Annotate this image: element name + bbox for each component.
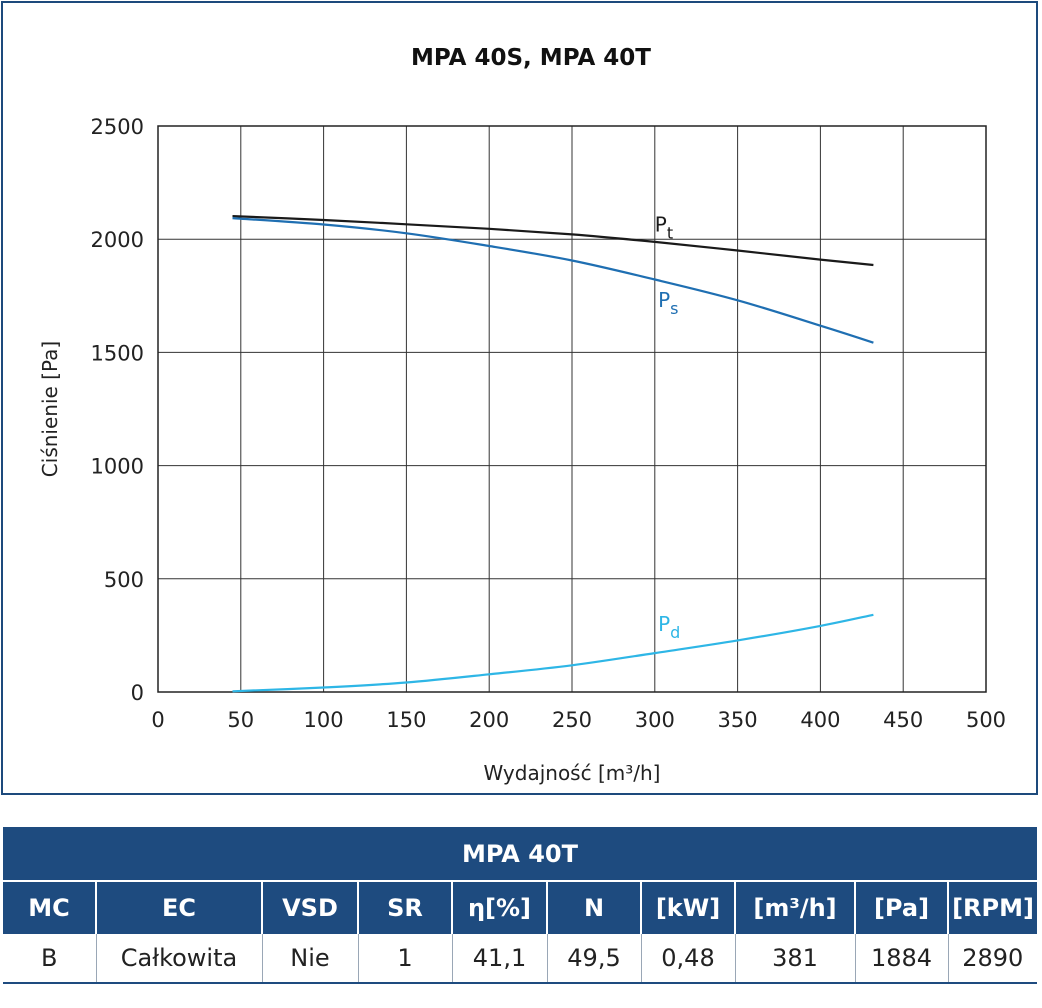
x-tick-label: 50 [227, 708, 254, 732]
cell-flow: 381 [734, 934, 855, 984]
x-tick-label: 300 [635, 708, 675, 732]
table-title: MPA 40T [3, 827, 1038, 882]
series-line-pd [232, 613, 874, 693]
x-tick-label: 150 [386, 708, 426, 732]
y-tick-label: 2500 [91, 115, 144, 139]
y-tick-label: 0 [131, 681, 144, 705]
series-label-pd: Pd [658, 612, 680, 642]
header-mc: MC [3, 881, 96, 934]
header-vsd: VSD [261, 881, 358, 934]
cell-rpm: 2890 [947, 934, 1038, 984]
x-tick-label: 250 [552, 708, 592, 732]
y-tick-label: 1500 [91, 341, 144, 365]
header-pressure: [Pa] [854, 881, 948, 934]
plot-area-border [157, 125, 987, 693]
x-tick-label: 0 [151, 708, 164, 732]
chart-title: MPA 40S, MPA 40T [411, 45, 651, 71]
chart-frame: MPA 40S, MPA 40T 0 50 100 150 200 250 300 350 400… [1, 1, 1038, 795]
y-tick-label: 1000 [91, 455, 144, 479]
table-header-row: MC EC VSD SR η[%] N [kW] [m³/h] [Pa] [RP… [3, 881, 1038, 934]
cell-sr: 1 [357, 934, 452, 984]
header-efficiency: η[%] [451, 881, 547, 934]
header-flow: [m³/h] [734, 881, 855, 934]
x-tick-label: 500 [966, 708, 1006, 732]
x-tick-label: 450 [883, 708, 923, 732]
y-tick-label: 500 [104, 568, 144, 592]
x-tick-label: 100 [304, 708, 344, 732]
cell-efficiency: 41,1 [451, 934, 547, 984]
cell-mc: B [3, 934, 96, 984]
x-axis-label: Wydajność [m³/h] [484, 761, 661, 785]
header-power: [kW] [640, 881, 735, 934]
performance-table: MPA 40T MC EC VSD SR η[%] N [kW] [m³/h] … [3, 827, 1038, 984]
table-title-row: MPA 40T [3, 827, 1038, 882]
x-tick-label: 200 [469, 708, 509, 732]
header-rpm: [RPM] [946, 881, 1038, 934]
cell-pressure: 1884 [854, 934, 948, 984]
cell-ec: Całkowita [95, 934, 262, 984]
cell-power: 0,48 [640, 934, 735, 984]
pressure-chart: MPA 40S, MPA 40T 0 50 100 150 200 250 300 350 400… [38, 45, 1006, 785]
header-ec: EC [95, 881, 262, 934]
cell-n: 49,5 [546, 934, 641, 984]
y-tick-label: 2000 [91, 228, 144, 252]
table-row: B Całkowita Nie 1 41,1 49,5 0,48 381 188… [3, 934, 1038, 984]
cell-vsd: Nie [261, 934, 358, 984]
x-tick-label: 400 [800, 708, 840, 732]
header-sr: SR [357, 881, 452, 934]
series-label-ps: Ps [658, 288, 678, 318]
header-n: N [546, 881, 641, 934]
y-axis-label: Ciśnienie [Pa] [38, 341, 62, 477]
x-tick-label: 350 [718, 708, 758, 732]
series-line-pt [232, 215, 874, 267]
series-line-ps [232, 217, 874, 344]
series-label-pt: Pt [655, 212, 673, 242]
